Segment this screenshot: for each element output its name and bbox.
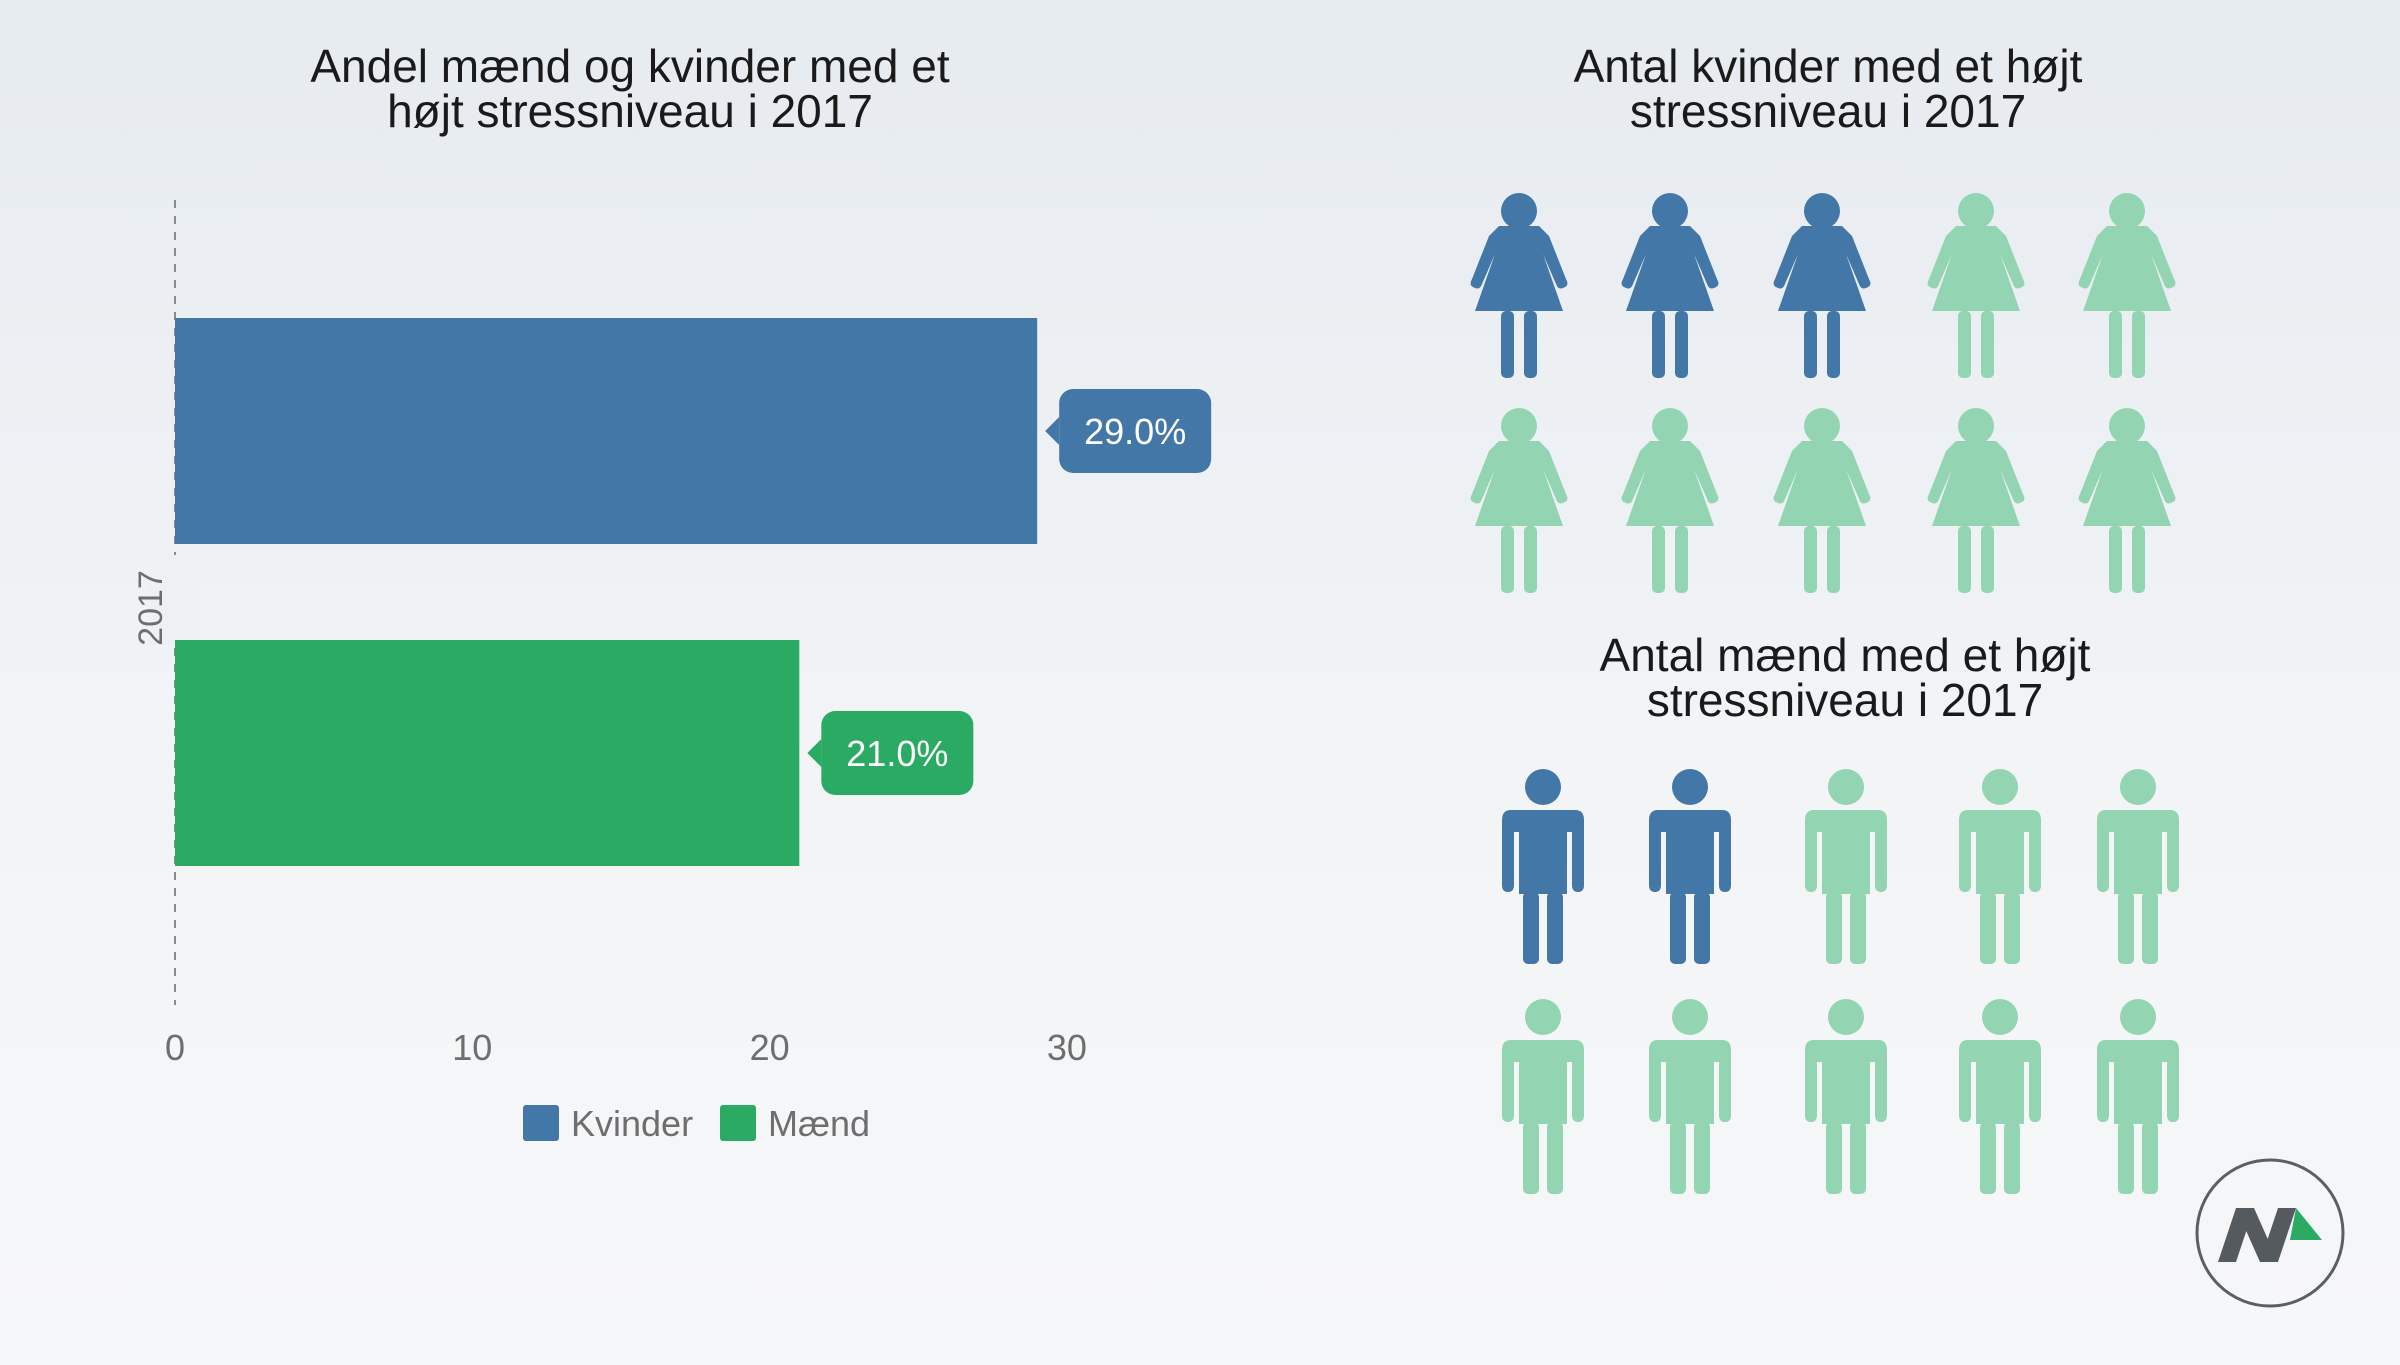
women-pictogram-title-line-2: stressniveau i 2017 bbox=[1630, 85, 2026, 137]
bar-kvinder[interactable] bbox=[175, 318, 1038, 544]
legend-label-kvinder: Kvinder bbox=[571, 1103, 693, 1144]
legend[interactable]: Kvinder Mænd bbox=[523, 1103, 870, 1144]
data-label-maend: 21.0% bbox=[846, 733, 948, 774]
man-icon bbox=[1649, 769, 1731, 964]
men-pictogram-title-line-1: Antal mænd med et højt bbox=[1600, 629, 2091, 681]
data-label-bubble bbox=[821, 711, 974, 795]
legend-swatch-kvinder bbox=[523, 1105, 559, 1141]
brand-logo-icon bbox=[2195, 1158, 2345, 1308]
woman-icon bbox=[1470, 408, 1568, 593]
chart-title-line-2: højt stressniveau i 2017 bbox=[387, 85, 873, 137]
man-icon bbox=[1959, 999, 2041, 1194]
woman-icon bbox=[1773, 193, 1871, 378]
data-label-kvinder: 29.0% bbox=[1084, 411, 1186, 452]
men-pictogram-grid bbox=[1502, 769, 2179, 1194]
bar-maend[interactable] bbox=[175, 640, 800, 866]
women-pictogram-grid bbox=[1470, 193, 2176, 593]
data-label-pointer bbox=[1045, 417, 1060, 445]
x-axis-ticks: 0 10 20 30 bbox=[165, 1027, 1087, 1068]
woman-icon bbox=[1621, 193, 1719, 378]
women-pictogram-title-line-1: Antal kvinder med et højt bbox=[1574, 40, 2083, 92]
man-icon bbox=[1502, 769, 1584, 964]
bar-group: 29.0% 21.0% bbox=[175, 318, 1212, 866]
axis-label-background bbox=[150, 555, 200, 645]
data-label-bubble bbox=[1059, 389, 1212, 473]
legend-label-maend: Mænd bbox=[768, 1103, 870, 1144]
man-icon bbox=[2097, 999, 2179, 1194]
woman-icon bbox=[1621, 408, 1719, 593]
men-pictogram-title-line-2: stressniveau i 2017 bbox=[1647, 674, 2043, 726]
x-tick-label: 30 bbox=[1047, 1027, 1087, 1068]
x-tick-label: 20 bbox=[750, 1027, 790, 1068]
chart-title-line-1: Andel mænd og kvinder med et bbox=[310, 40, 949, 92]
legend-swatch-maend bbox=[720, 1105, 756, 1141]
man-icon bbox=[1805, 769, 1887, 964]
man-icon bbox=[1649, 999, 1731, 1194]
man-icon bbox=[1805, 999, 1887, 1194]
woman-icon bbox=[1927, 193, 2025, 378]
man-icon bbox=[2097, 769, 2179, 964]
x-tick-label: 10 bbox=[452, 1027, 492, 1068]
man-icon bbox=[1959, 769, 2041, 964]
man-icon bbox=[1502, 999, 1584, 1194]
x-tick-label: 0 bbox=[165, 1027, 185, 1068]
data-label-pointer bbox=[807, 739, 822, 767]
y-axis-category-label: 2017 bbox=[132, 570, 170, 646]
woman-icon bbox=[2078, 408, 2176, 593]
woman-icon bbox=[1470, 193, 1568, 378]
woman-icon bbox=[1927, 408, 2025, 593]
woman-icon bbox=[1773, 408, 1871, 593]
woman-icon bbox=[2078, 193, 2176, 378]
